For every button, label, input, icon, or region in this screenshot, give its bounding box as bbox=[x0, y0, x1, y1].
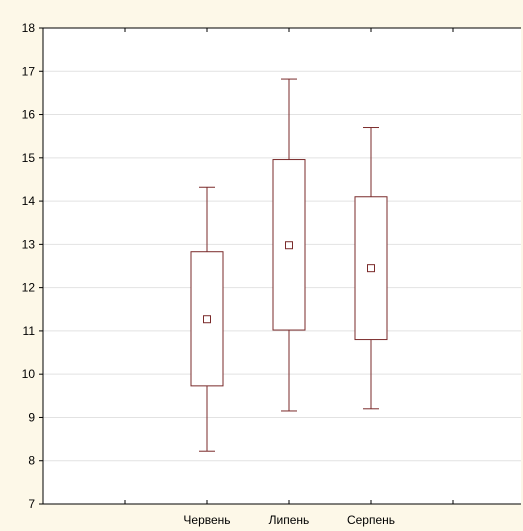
box-Серпень bbox=[354, 127, 388, 410]
mean-marker bbox=[367, 264, 375, 273]
x-category-label: Червень bbox=[183, 513, 230, 527]
box-Липень bbox=[272, 78, 306, 412]
y-tick-label: 18 bbox=[22, 21, 36, 35]
x-category-label: Серпень bbox=[347, 513, 395, 527]
box-rect bbox=[354, 196, 388, 341]
y-tick-label: 15 bbox=[22, 151, 36, 165]
mean-marker bbox=[285, 241, 293, 250]
y-tick-label: 13 bbox=[22, 237, 36, 251]
y-tick-label: 9 bbox=[28, 410, 35, 424]
x-axis-ticks: Червень Липень Серпень bbox=[42, 28, 454, 527]
y-tick-label: 17 bbox=[22, 64, 36, 78]
y-tick-label: 16 bbox=[22, 108, 36, 122]
y-tick-label: 14 bbox=[22, 194, 36, 208]
y-tick-label: 7 bbox=[28, 497, 35, 511]
box-Червень bbox=[190, 186, 224, 452]
x-category-label: Липень bbox=[269, 513, 310, 527]
y-axis-ticks: 7 8 9 10 11 12 13 14 15 16 17 18 bbox=[22, 21, 43, 511]
mean-marker bbox=[203, 315, 211, 324]
y-tick-label: 10 bbox=[22, 367, 36, 381]
boxes-group bbox=[190, 78, 388, 452]
y-tick-label: 11 bbox=[23, 324, 36, 338]
y-tick-label: 12 bbox=[22, 281, 36, 295]
y-tick-label: 8 bbox=[28, 454, 35, 468]
